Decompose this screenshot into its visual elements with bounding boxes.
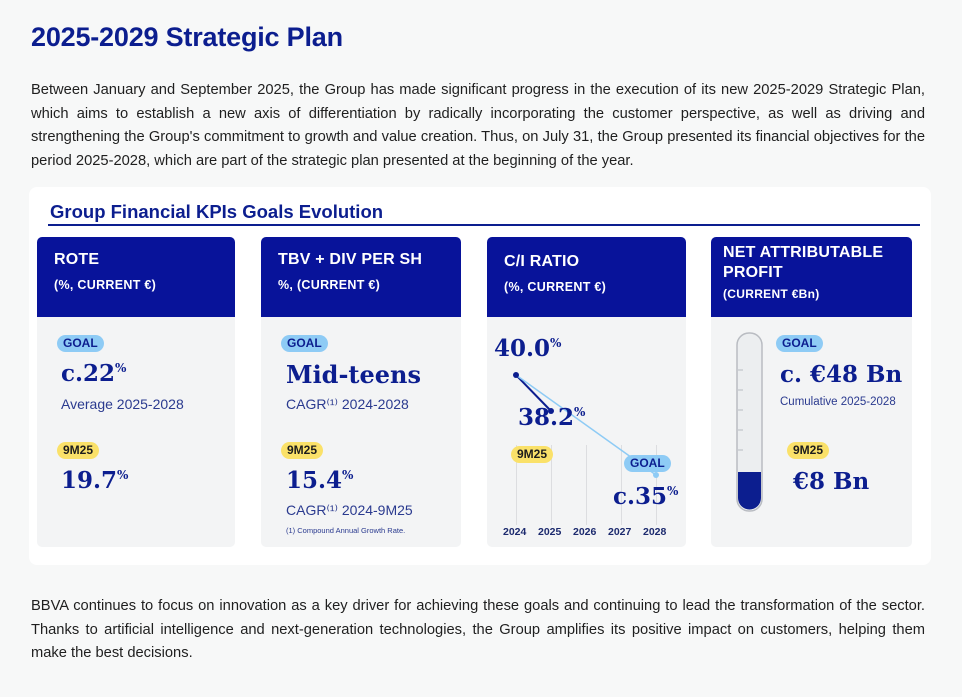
- ci-unit: (%, CURRENT €): [504, 280, 607, 294]
- gridline: [656, 445, 657, 525]
- ci-card: C/I RATIO (%, CURRENT €) 40.0% 38.2% 9M2…: [487, 237, 686, 547]
- nap-goal-note: Cumulative 2025-2028: [780, 396, 896, 408]
- tbv-current-value: 15.4%: [286, 467, 354, 494]
- tbv-goal-value: Mid-teens: [286, 360, 422, 389]
- nap-current-value: €8 Bn: [793, 468, 870, 495]
- period-badge: 9M25: [511, 446, 554, 463]
- gridline: [516, 445, 517, 525]
- tbv-goal-note: CAGR⁽¹⁾ 2024-2028: [286, 396, 409, 412]
- goal-badge: GOAL: [776, 335, 823, 352]
- gridline: [586, 445, 587, 525]
- ci-current-point: [548, 408, 554, 414]
- tbv-name: TBV + DIV PER SH: [278, 251, 423, 268]
- ci-start-value: 40.0%: [494, 335, 562, 362]
- year-tick: 2027: [608, 526, 632, 538]
- panel-divider: [48, 224, 920, 226]
- nap-goal-value: c. €48 Bn: [780, 361, 903, 388]
- panel-title: Group Financial KPIs Goals Evolution: [50, 201, 384, 222]
- rote-current-value: 19.7%: [61, 467, 129, 494]
- year-tick: 2024: [503, 526, 527, 538]
- ci-actual-segment: [515, 374, 552, 412]
- period-badge: 9M25: [787, 442, 830, 459]
- period-badge: 9M25: [57, 442, 100, 459]
- ci-name: C/I RATIO: [504, 253, 580, 270]
- rote-unit: (%, CURRENT €): [54, 278, 157, 292]
- year-tick: 2028: [643, 526, 667, 538]
- period-badge: 9M25: [281, 442, 324, 459]
- ci-goal-point: [653, 472, 659, 478]
- nap-name: NET ATTRIBUTABLE PROFIT: [723, 244, 884, 281]
- kpi-panel: Group Financial KPIs Goals Evolution ROT…: [29, 187, 931, 565]
- rote-header: ROTE (%, CURRENT €): [37, 237, 235, 317]
- year-tick: 2026: [573, 526, 597, 538]
- tbv-unit: %, (CURRENT €): [278, 278, 381, 292]
- page-title: 2025-2029 Strategic Plan: [31, 22, 343, 52]
- tbv-header: TBV + DIV PER SH %, (CURRENT €): [261, 237, 461, 317]
- rote-name: ROTE: [54, 251, 100, 268]
- nap-unit: (CURRENT €Bn): [723, 287, 820, 301]
- year-tick: 2025: [538, 526, 562, 538]
- ci-header: C/I RATIO (%, CURRENT €): [487, 237, 686, 317]
- ci-current-value: 38.2%: [518, 404, 586, 431]
- goal-badge: GOAL: [57, 335, 104, 352]
- outro-paragraph: BBVA continues to focus on innovation as…: [31, 598, 925, 661]
- ci-start-point: [513, 372, 519, 378]
- goal-badge: GOAL: [281, 335, 328, 352]
- rote-goal-value: c.22%: [61, 360, 127, 387]
- tbv-current-note: CAGR⁽¹⁾ 2024-9M25: [286, 502, 413, 518]
- ci-goal-value: c.35%: [613, 483, 679, 510]
- gridline: [621, 445, 622, 525]
- tbv-card: TBV + DIV PER SH %, (CURRENT €) GOAL Mid…: [261, 237, 461, 547]
- intro-paragraph: Between January and September 2025, the …: [31, 82, 925, 169]
- rote-card: ROTE (%, CURRENT €) GOAL c.22% Average 2…: [37, 237, 235, 547]
- goal-badge: GOAL: [624, 455, 671, 472]
- tbv-footnote: (1) Compound Annual Growth Rate.: [286, 526, 406, 535]
- nap-card: NET ATTRIBUTABLE PROFIT (CURRENT €Bn) GO…: [711, 237, 912, 547]
- nap-header: NET ATTRIBUTABLE PROFIT (CURRENT €Bn): [711, 237, 912, 317]
- gridline: [551, 445, 552, 525]
- thermometer-icon: [736, 332, 763, 512]
- rote-goal-note: Average 2025-2028: [61, 396, 184, 412]
